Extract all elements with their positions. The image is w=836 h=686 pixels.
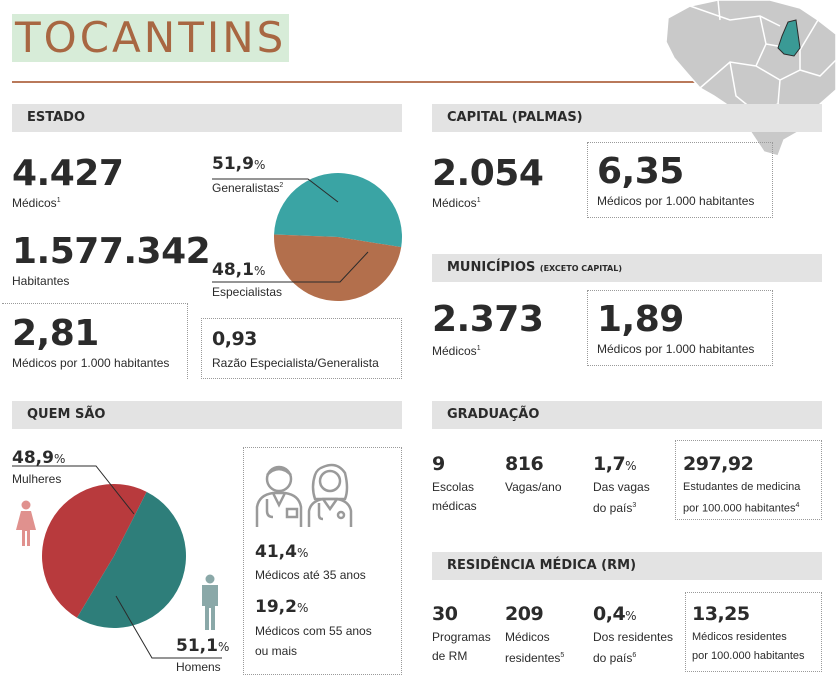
tocantins-highlight xyxy=(777,19,801,57)
estado-razao-value: 0,93 xyxy=(212,328,257,350)
generalistas-leader xyxy=(212,178,339,203)
vagas-share-value: 1,7% xyxy=(593,453,637,475)
programas-value: 30 xyxy=(432,603,458,625)
ate35-label: Médicos até 35 anos xyxy=(255,568,366,582)
por100-value: 13,25 xyxy=(692,603,750,625)
generalistas-slice xyxy=(274,173,402,248)
especialistas-leader xyxy=(212,251,369,283)
escolas-label-line1: Escolas xyxy=(432,480,475,494)
section-header-graduacao: GRADUAÇÃO xyxy=(432,401,822,429)
por100-label-line1: Médicos residentes xyxy=(692,631,787,643)
vagas-label: Vagas/ano xyxy=(505,480,562,494)
estudantes-label-line2: por 100.000 habitantes4 xyxy=(683,502,800,515)
estado-ratio-label: Médicos por 1.000 habitantes xyxy=(12,356,170,370)
municipios-ratio-label: Médicos por 1.000 habitantes xyxy=(597,342,755,356)
vagas-share-label-line1: Das vagas xyxy=(593,480,650,494)
municipios-ratio-box xyxy=(587,290,773,366)
capital-ratio-label: Médicos por 1.000 habitantes xyxy=(597,194,755,208)
mais55-label-line2: ou mais xyxy=(255,644,298,658)
municipios-ratio-value: 1,89 xyxy=(597,299,684,340)
residentes-value: 209 xyxy=(505,603,544,625)
vagas-share-label-line2: do país3 xyxy=(593,501,637,515)
mulheres-slice xyxy=(42,484,147,618)
residentes-label-line2: residentes5 xyxy=(505,651,565,665)
programas-label-line1: Programas xyxy=(432,630,491,644)
estado-habitantes-value: 1.577.342 xyxy=(12,231,211,272)
age-box xyxy=(243,447,402,675)
doctors-icon xyxy=(255,463,353,527)
estado-razao-box xyxy=(201,318,402,379)
homens-label: Homens xyxy=(176,660,221,674)
escolas-label-line2: médicas xyxy=(432,499,477,513)
page-title: TOCANTINS xyxy=(12,14,290,62)
vagas-value: 816 xyxy=(505,453,544,475)
male-icon xyxy=(202,574,218,630)
female-icon xyxy=(16,500,36,546)
estado-razao-label: Razão Especialista/Generalista xyxy=(212,356,379,370)
especialistas-slice xyxy=(273,234,402,302)
residentes-share-label-line2: do país6 xyxy=(593,651,637,665)
mais55-label-line1: Médicos com 55 anos xyxy=(255,624,372,638)
mulheres-percent: 48,9% xyxy=(12,448,66,468)
homens-slice xyxy=(76,491,187,629)
por100-label-line2: por 100.000 habitantes xyxy=(692,650,805,662)
por100-box xyxy=(685,592,822,672)
ate35-percent: 41,4% xyxy=(255,542,309,562)
estado-medicos-value: 4.427 xyxy=(12,153,124,194)
capital-medicos-value: 2.054 xyxy=(432,153,544,194)
residentes-label-line1: Médicos xyxy=(505,630,550,644)
municipios-medicos-value: 2.373 xyxy=(432,299,544,340)
mulheres-label: Mulheres xyxy=(12,472,62,486)
generalistas-label: Generalistas2 xyxy=(212,181,284,195)
section-header-municipios: MUNICÍPIOS (EXCETO CAPITAL) xyxy=(432,254,822,282)
estudantes-box xyxy=(675,440,822,520)
capital-medicos-label: Médicos1 xyxy=(432,196,481,210)
especialistas-label: Especialistas xyxy=(212,285,283,299)
especialistas-percent: 48,1% xyxy=(212,260,266,280)
section-header-quem-sao: QUEM SÃO xyxy=(12,401,402,429)
estado-habitantes-label: Habitantes xyxy=(12,274,70,288)
section-header-capital: CAPITAL (PALMAS) xyxy=(432,104,822,132)
escolas-value: 9 xyxy=(432,453,445,475)
estado-medicos-label: Médicos1 xyxy=(12,196,61,210)
homens-percent: 51,1% xyxy=(176,636,230,656)
estudantes-label-line1: Estudantes de medicina xyxy=(683,481,801,493)
section-header-residencia: RESIDÊNCIA MÉDICA (RM) xyxy=(432,552,822,580)
municipios-medicos-label: Médicos1 xyxy=(432,344,481,358)
homens-leader xyxy=(115,595,222,659)
residentes-share-label-line1: Dos residentes xyxy=(593,630,674,644)
mais55-percent: 19,2% xyxy=(255,597,309,617)
section-header-estado: ESTADO xyxy=(12,104,402,132)
programas-label-line2: de RM xyxy=(432,649,468,663)
capital-ratio-box xyxy=(587,142,773,218)
estado-ratio-box xyxy=(2,303,188,379)
capital-ratio-value: 6,35 xyxy=(597,151,684,192)
mulheres-leader xyxy=(12,465,135,515)
title-divider xyxy=(12,81,820,83)
estado-ratio-value: 2,81 xyxy=(12,313,99,354)
estudantes-value: 297,92 xyxy=(683,453,754,475)
residentes-share-value: 0,4% xyxy=(593,603,637,625)
generalistas-percent: 51,9% xyxy=(212,154,266,174)
